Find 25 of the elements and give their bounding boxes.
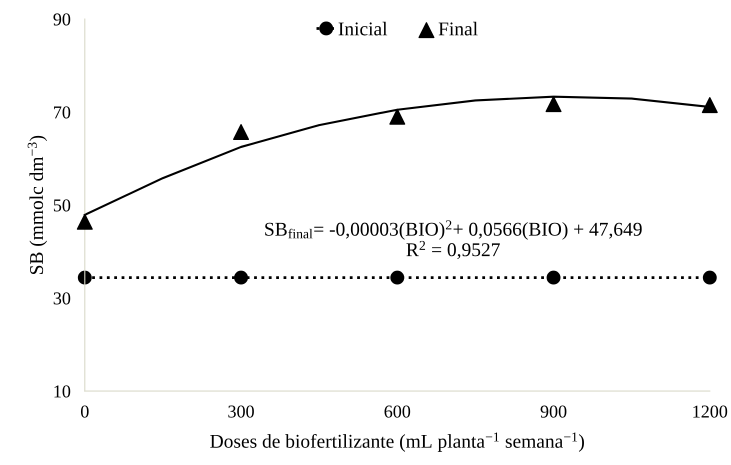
point [546, 96, 562, 112]
x-tick-label: 0 [80, 405, 89, 418]
point [233, 124, 250, 140]
x-tick-label: 900 [540, 405, 566, 418]
point [546, 270, 560, 285]
y-tick-label: 50 [54, 199, 70, 212]
y-tick-label: 70 [54, 106, 70, 119]
y-tick-label: 30 [54, 292, 70, 305]
x-tick-label: 300 [228, 405, 254, 418]
point [76, 214, 93, 230]
y-tick-label: 90 [53, 13, 70, 26]
point [389, 108, 406, 125]
legend-label: Final [438, 22, 478, 36]
x-tick-label: 1200 [693, 405, 728, 418]
y-tick-label: 10 [54, 385, 70, 398]
point [702, 97, 718, 114]
point [702, 270, 717, 285]
annotation: R$^{2}$ = 0,9527 [406, 240, 500, 260]
x-axis-title: Doses de biofertilizante (mL planta$^{−1}$ semana$^{−1}$) [210, 432, 584, 452]
point [234, 270, 248, 285]
point [390, 270, 404, 285]
x-tick-label: 600 [384, 405, 410, 418]
legend-label: Inicial [338, 22, 388, 36]
y-axis-title: SB (mmolc dm$^{−3}$) [28, 136, 48, 274]
annotation: SB$_{final}$= -0,00003(BIO)$^{2}$+ 0,0566(BIO) + 47,649 [265, 220, 642, 240]
